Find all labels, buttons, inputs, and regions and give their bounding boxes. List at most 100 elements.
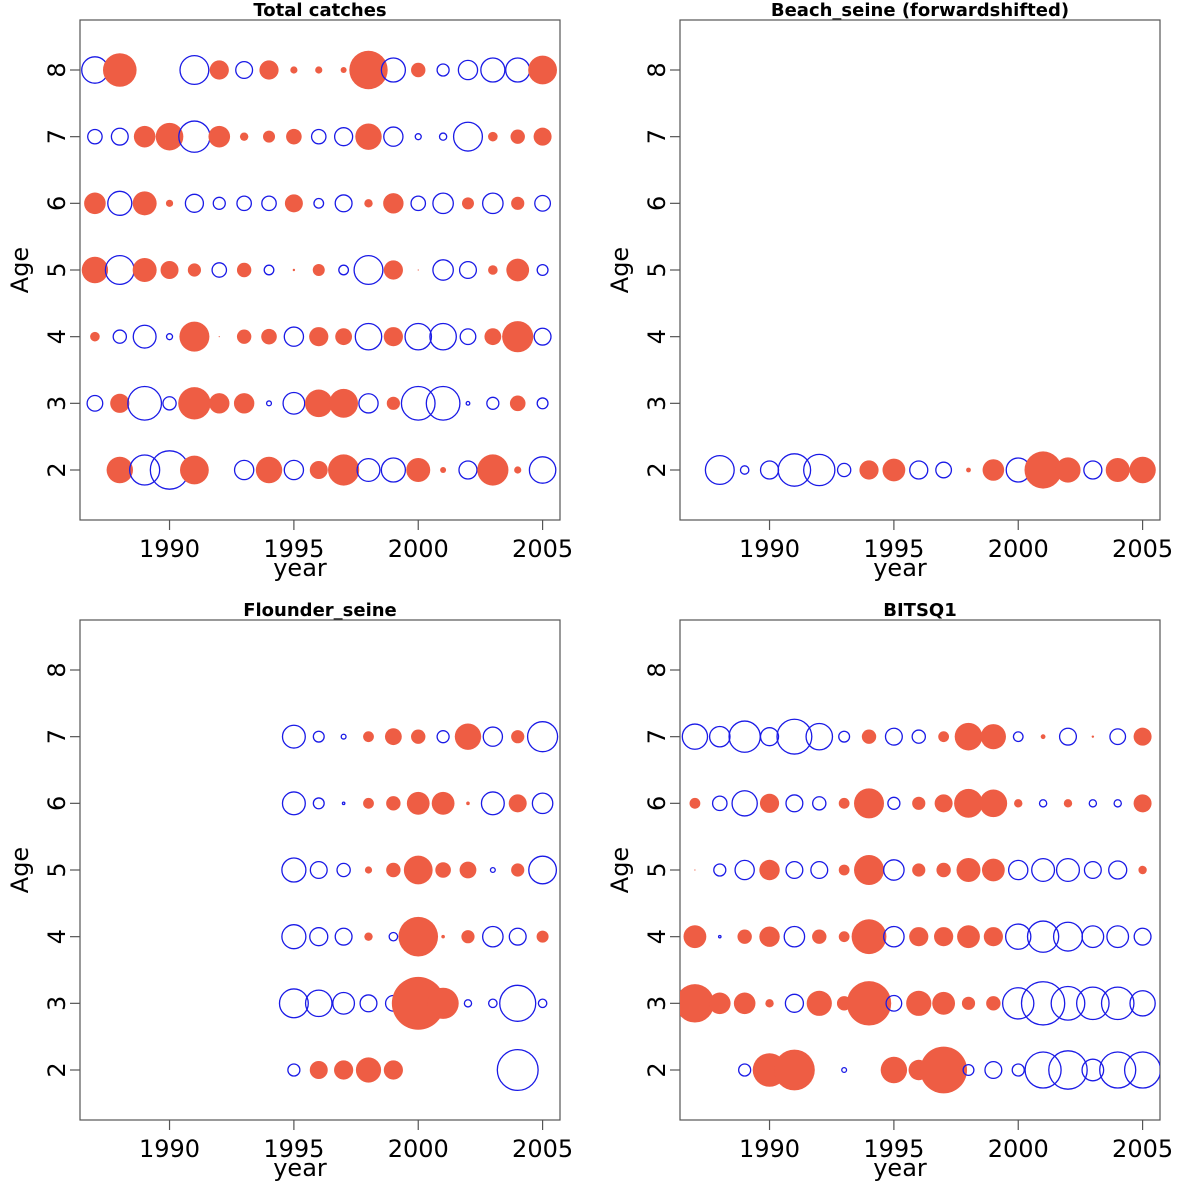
bubble-positive — [508, 794, 527, 813]
panel-4: BITSQ1 1990 1995 2000 2005 2 3 4 5 6 7 8 year Age — [606, 600, 1173, 1182]
bubble-positive — [208, 125, 231, 148]
bubble-positive — [934, 794, 953, 813]
bubble-negative — [458, 460, 478, 480]
bubble-negative — [810, 860, 829, 880]
bubble-negative — [1031, 857, 1056, 883]
bubble-negative — [380, 57, 407, 83]
bubble-positive — [106, 456, 133, 484]
bubble-negative — [162, 396, 177, 411]
bubble-negative — [1012, 731, 1024, 743]
bubble-positive — [932, 991, 956, 1015]
bubble-negative — [281, 924, 307, 950]
bubble-positive — [233, 393, 255, 414]
x-axis-label: year — [273, 1154, 327, 1182]
x-tick-label: 2005 — [1112, 535, 1173, 563]
plot-frame — [679, 19, 1161, 521]
bubble-negative — [528, 456, 557, 484]
y-axis-label: Age — [6, 247, 34, 293]
bubble-negative — [261, 195, 277, 212]
bubble-negative — [508, 927, 527, 946]
bubble-negative — [838, 730, 851, 743]
y-tick-label: 2 — [43, 1062, 71, 1077]
bubble-positive — [160, 261, 179, 279]
bubble-negative — [536, 397, 549, 410]
bubble-positive — [461, 197, 474, 210]
bubble-positive — [838, 864, 850, 876]
x-axis-label: year — [873, 554, 927, 582]
bubble-negative — [341, 801, 346, 806]
bubble-negative — [984, 1060, 1003, 1080]
bubble-negative — [358, 393, 379, 414]
x-tick-label: 1995 — [863, 1135, 924, 1163]
bubble-negative — [184, 193, 205, 213]
bubble-positive — [364, 866, 373, 874]
bubble-positive — [180, 455, 209, 485]
bubble-positive — [292, 268, 296, 272]
bubble-negative — [436, 63, 450, 77]
bubble-negative — [482, 726, 504, 747]
bubble-negative — [463, 999, 473, 1008]
bubble-positive — [411, 62, 426, 78]
bubble-negative — [353, 254, 384, 286]
bubble-negative — [738, 1063, 752, 1077]
bubble-positive — [391, 976, 445, 1030]
bubble-positive — [502, 321, 534, 353]
x-tick-label: 1990 — [739, 1135, 800, 1163]
bubble-negative — [452, 121, 484, 152]
panel-1: Total catches 1990 1995 2000 2005 2 3 4 5 6 7 8 year… — [6, 0, 573, 582]
bubble-negative — [812, 796, 827, 811]
bubble-negative — [359, 994, 378, 1013]
bubble-positive — [466, 801, 470, 806]
bubble-positive — [511, 730, 525, 744]
bubble-positive — [680, 984, 715, 1023]
bubble-negative — [436, 730, 450, 744]
bubble-negative — [785, 860, 804, 880]
bubble-positive — [1129, 456, 1156, 484]
bubble-negative — [911, 729, 927, 744]
bubble-positive — [765, 999, 774, 1008]
y-tick-label: 3 — [43, 996, 71, 1011]
bubble-positive — [355, 123, 382, 150]
bubble-negative — [312, 797, 325, 810]
bubble-positive — [733, 992, 756, 1015]
bubble-negative — [486, 396, 500, 410]
bubble-positive — [383, 1060, 403, 1080]
bubble-negative — [432, 259, 454, 281]
bubble-negative — [338, 264, 350, 276]
bubble-negative — [1129, 990, 1156, 1017]
bubble-positive — [340, 67, 347, 73]
x-tick-label: 2005 — [1112, 1135, 1173, 1163]
bubble-positive — [846, 981, 892, 1026]
bubble-negative — [487, 998, 498, 1009]
y-tick-label: 4 — [43, 329, 71, 344]
bubble-positive — [335, 328, 353, 346]
bubble-negative — [1011, 1063, 1025, 1077]
bubble-negative — [885, 994, 903, 1012]
bubble-positive — [912, 863, 926, 877]
bubble-positive — [309, 461, 328, 479]
bubble-positive — [255, 456, 283, 484]
bubble-negative — [1088, 799, 1098, 808]
bubble-positive — [261, 328, 277, 345]
bubble-positive — [209, 393, 230, 414]
bubble-positive — [363, 797, 374, 809]
x-tick-label: 1990 — [139, 535, 200, 563]
bubble-negative — [759, 460, 780, 480]
bubbles — [704, 451, 1156, 489]
y-tick-label: 3 — [643, 996, 671, 1011]
y-axis-label: Age — [606, 247, 634, 293]
bubble-negative — [132, 324, 157, 349]
bubble-positive — [349, 50, 388, 90]
bubble-negative — [233, 459, 255, 481]
bubble-positive — [435, 862, 451, 878]
bubble-negative — [179, 54, 210, 86]
bubble-negative — [340, 733, 347, 740]
bubble-negative — [962, 1063, 975, 1077]
bubble-negative — [110, 127, 129, 146]
bubble-positive — [1133, 794, 1152, 813]
bubble-positive — [954, 788, 983, 818]
bubble-negative — [400, 385, 436, 421]
bubble-positive — [263, 130, 276, 143]
y-tick-label: 8 — [43, 662, 71, 677]
